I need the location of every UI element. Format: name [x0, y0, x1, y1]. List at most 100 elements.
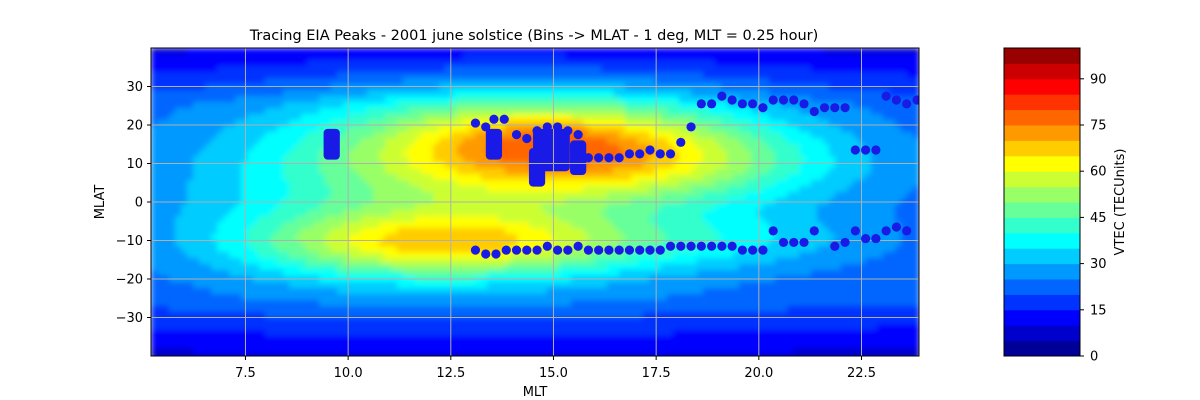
heatmap-cell [463, 60, 470, 67]
heatmap-cell [451, 72, 458, 79]
heatmap-cell [463, 258, 470, 265]
heatmap-cell [865, 240, 872, 247]
heatmap-cell [727, 198, 734, 205]
heatmap-cell [883, 120, 890, 127]
heatmap-cell [847, 114, 854, 121]
heatmap-cell [565, 228, 572, 235]
heatmap-cell [745, 240, 752, 247]
heatmap-cell [313, 90, 320, 97]
heatmap-cell [745, 162, 752, 169]
heatmap-cell [595, 54, 602, 61]
heatmap-cell [787, 252, 794, 259]
heatmap-cell [217, 228, 224, 235]
heatmap-cell [763, 228, 770, 235]
heatmap-cell [649, 132, 656, 139]
heatmap-cell [529, 270, 536, 277]
heatmap-cell [907, 90, 914, 97]
heatmap-cell [277, 246, 284, 253]
heatmap-cell [745, 60, 752, 67]
heatmap-cell [289, 126, 296, 133]
heatmap-cell [547, 204, 554, 211]
heatmap-cell [703, 204, 710, 211]
heatmap-cell [781, 264, 788, 271]
heatmap-cell [727, 54, 734, 61]
heatmap-cell [319, 138, 326, 145]
heatmap-cell [661, 54, 668, 61]
heatmap-cell [151, 156, 158, 163]
heatmap-cell [259, 228, 266, 235]
heatmap-cell [229, 204, 236, 211]
heatmap-cell [403, 90, 410, 97]
heatmap-cell [913, 162, 919, 169]
heatmap-cell [661, 60, 668, 67]
heatmap-cell [409, 252, 416, 259]
heatmap-cell [493, 90, 500, 97]
heatmap-cell [739, 252, 746, 259]
heatmap-cell [409, 132, 416, 139]
heatmap-cell [379, 78, 386, 85]
heatmap-cell [457, 84, 464, 91]
heatmap-cell [571, 234, 578, 241]
heatmap-cell [349, 150, 356, 157]
heatmap-cell [397, 72, 404, 79]
heatmap-cell [193, 150, 200, 157]
heatmap-cell [403, 144, 410, 151]
heatmap-cell [301, 102, 308, 109]
heatmap-cell [739, 174, 746, 181]
heatmap-cell [313, 216, 320, 223]
heatmap-cell [193, 168, 200, 175]
heatmap-cell [301, 252, 308, 259]
heatmap-cell [157, 186, 164, 193]
heatmap-cell [667, 186, 674, 193]
heatmap-cell [295, 66, 302, 73]
heatmap-cell [289, 120, 296, 127]
heatmap-cell [307, 60, 314, 67]
heatmap-cell [745, 66, 752, 73]
heatmap-cell [589, 162, 596, 169]
heatmap-cell [367, 120, 374, 127]
heatmap-cell [673, 90, 680, 97]
heatmap-cell [679, 180, 686, 187]
heatmap-cell [361, 216, 368, 223]
heatmap-cell [235, 222, 242, 229]
heatmap-cell [853, 192, 860, 199]
heatmap-cell [835, 174, 842, 181]
heatmap-cell [505, 108, 512, 115]
heatmap-cell [769, 180, 776, 187]
heatmap-cell [553, 204, 560, 211]
heatmap-cell [619, 258, 626, 265]
heatmap-cell [319, 204, 326, 211]
heatmap-cell [667, 138, 674, 145]
heatmap-cell [637, 234, 644, 241]
heatmap-cell [169, 258, 176, 265]
heatmap-cell [715, 246, 722, 253]
heatmap-cell [727, 102, 734, 109]
heatmap-cell [571, 60, 578, 67]
heatmap-cell [589, 258, 596, 265]
heatmap-cell [685, 228, 692, 235]
heatmap-cell [703, 270, 710, 277]
heatmap-cell [871, 126, 878, 133]
heatmap-cell [301, 126, 308, 133]
heatmap-cell [649, 108, 656, 115]
heatmap-cell [475, 252, 482, 259]
heatmap-cell [529, 96, 536, 103]
heatmap-cell [523, 264, 530, 271]
heatmap-cell [529, 258, 536, 265]
heatmap-cell [343, 60, 350, 67]
heatmap-cell [571, 222, 578, 229]
heatmap-cell [865, 222, 872, 229]
heatmap-cell [655, 228, 662, 235]
heatmap-cell [745, 228, 752, 235]
heatmap-cell [487, 204, 494, 211]
heatmap-cell [859, 174, 866, 181]
heatmap-cell [265, 210, 272, 217]
heatmap-cell [199, 210, 206, 217]
heatmap-cell [289, 162, 296, 169]
heatmap-cell [571, 84, 578, 91]
heatmap-cell [589, 90, 596, 97]
heatmap-cell [571, 186, 578, 193]
heatmap-cell [787, 198, 794, 205]
heatmap-cell [325, 216, 332, 223]
heatmap-cell [391, 84, 398, 91]
